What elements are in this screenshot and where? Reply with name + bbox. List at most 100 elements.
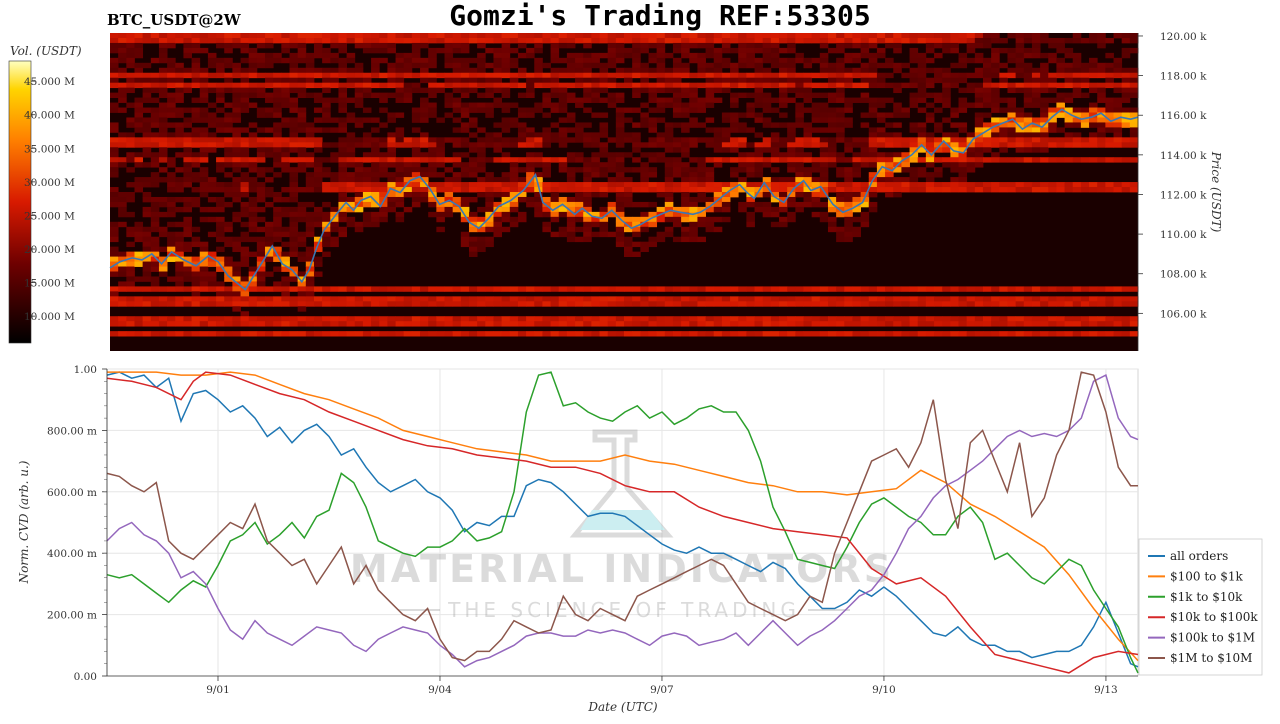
heatmap-cell bbox=[1089, 137, 1098, 143]
heatmap-cell bbox=[1023, 102, 1033, 108]
heatmap-cell bbox=[876, 112, 886, 118]
heatmap-cell bbox=[1015, 87, 1025, 94]
heatmap-cell bbox=[477, 182, 486, 188]
heatmap-cell bbox=[142, 316, 152, 322]
heatmap-cell bbox=[150, 241, 160, 248]
heatmap-cell bbox=[167, 276, 176, 282]
heatmap-cell bbox=[950, 77, 959, 84]
heatmap-cell bbox=[681, 182, 690, 188]
heatmap-cell bbox=[672, 87, 682, 94]
heatmap-cell bbox=[191, 266, 201, 272]
heatmap-cell bbox=[256, 241, 266, 248]
heatmap-cell bbox=[411, 172, 421, 178]
heatmap-cell bbox=[852, 37, 861, 44]
heatmap-cell bbox=[868, 77, 878, 84]
heatmap-cell bbox=[852, 286, 861, 292]
heatmap-cell bbox=[681, 62, 690, 69]
heatmap-cell bbox=[338, 67, 347, 74]
heatmap-cell bbox=[1089, 57, 1098, 64]
heatmap-cell bbox=[216, 82, 225, 89]
heatmap-cell bbox=[158, 167, 168, 173]
heatmap-cell bbox=[640, 122, 649, 128]
heatmap-cell bbox=[322, 201, 331, 208]
heatmap-cell bbox=[362, 142, 372, 148]
heatmap-cell bbox=[477, 296, 486, 302]
heatmap-cell bbox=[150, 33, 160, 39]
heatmap-cell bbox=[428, 182, 437, 188]
heatmap-cell bbox=[599, 172, 609, 178]
heatmap-cell bbox=[885, 137, 894, 143]
heatmap-cell bbox=[167, 112, 176, 118]
heatmap-cell bbox=[110, 192, 119, 198]
heatmap-cell bbox=[126, 266, 135, 272]
heatmap-cell bbox=[852, 206, 861, 213]
heatmap-cell bbox=[134, 286, 144, 292]
heatmap-cell bbox=[297, 122, 307, 128]
heatmap-cell bbox=[681, 152, 690, 158]
heatmap-cell bbox=[403, 192, 413, 198]
heatmap-cell bbox=[150, 316, 160, 322]
heatmap-cell bbox=[787, 97, 796, 103]
heatmap-cell bbox=[738, 92, 747, 98]
heatmap-cell bbox=[1072, 122, 1082, 128]
heatmap-cell bbox=[542, 182, 551, 188]
heatmap-cell bbox=[411, 42, 421, 49]
heatmap-cell bbox=[836, 296, 845, 302]
heatmap-cell bbox=[648, 87, 658, 94]
heatmap-cell bbox=[934, 33, 943, 39]
heatmap-cell bbox=[1097, 82, 1106, 89]
heatmap-cell bbox=[566, 231, 576, 238]
heatmap-cell bbox=[354, 316, 364, 322]
price-axis-label: Price (USDT) bbox=[1209, 151, 1223, 233]
heatmap-cell bbox=[526, 127, 535, 133]
heatmap-cell bbox=[640, 331, 649, 337]
heatmap-cell bbox=[346, 142, 356, 148]
heatmap-cell bbox=[281, 226, 290, 233]
heatmap-cell bbox=[346, 132, 356, 138]
heatmap-cell bbox=[256, 52, 266, 59]
heatmap-cell bbox=[1015, 147, 1025, 153]
heatmap-cell bbox=[183, 167, 192, 173]
heatmap-cell bbox=[795, 87, 804, 94]
heatmap-cell bbox=[860, 82, 870, 89]
heatmap-cell bbox=[265, 142, 274, 148]
heatmap-cell bbox=[428, 162, 437, 168]
heatmap-cell bbox=[770, 72, 780, 79]
heatmap-cell bbox=[232, 162, 241, 168]
heatmap-cell bbox=[787, 162, 796, 168]
heatmap-cell bbox=[452, 97, 462, 103]
heatmap-cell bbox=[1097, 117, 1106, 123]
heatmap-cell bbox=[795, 117, 804, 123]
heatmap-cell bbox=[158, 72, 168, 79]
heatmap-cell bbox=[982, 77, 992, 84]
heatmap-cell bbox=[126, 281, 135, 287]
heatmap-cell bbox=[395, 87, 405, 94]
heatmap-cell bbox=[852, 142, 861, 148]
heatmap-cell bbox=[950, 316, 959, 322]
heatmap-cell bbox=[371, 167, 380, 173]
heatmap-cell bbox=[420, 72, 429, 79]
heatmap-cell bbox=[648, 152, 658, 158]
heatmap-cell bbox=[118, 162, 127, 168]
heatmap-cell bbox=[175, 137, 184, 143]
heatmap-cell bbox=[599, 286, 609, 292]
heatmap-cell bbox=[1064, 137, 1074, 143]
heatmap-cell bbox=[330, 72, 339, 79]
heatmap-cell bbox=[1080, 82, 1090, 89]
heatmap-cell bbox=[893, 137, 902, 143]
heatmap-cell bbox=[640, 221, 649, 228]
heatmap-cell bbox=[338, 301, 347, 307]
heatmap-cell bbox=[607, 321, 617, 327]
heatmap-cell bbox=[1121, 77, 1131, 84]
heatmap-cell bbox=[836, 231, 845, 238]
heatmap-cell bbox=[599, 216, 609, 223]
heatmap-cell bbox=[232, 132, 241, 138]
heatmap-cell bbox=[754, 42, 764, 49]
heatmap-cell bbox=[1040, 117, 1049, 123]
heatmap-cell bbox=[787, 37, 796, 44]
heatmap-cell bbox=[420, 42, 429, 49]
heatmap-cell bbox=[534, 67, 543, 74]
heatmap-cell bbox=[1080, 67, 1090, 74]
heatmap-cell bbox=[656, 102, 666, 108]
heatmap-cell bbox=[656, 152, 666, 158]
